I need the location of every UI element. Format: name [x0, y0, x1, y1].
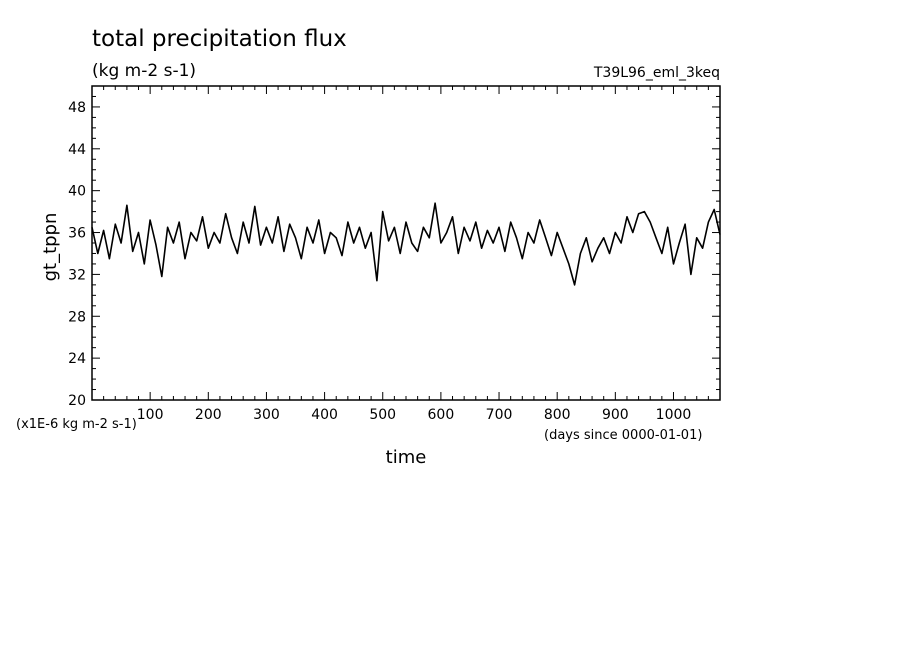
- x-axis: 100 200 300 400 500 600 700 800 900 1000: [103, 86, 721, 423]
- x-tick-label: 700: [486, 407, 513, 423]
- y-tick-label: 24: [68, 351, 86, 367]
- x-tick-label: 100: [137, 407, 164, 423]
- x-tick-label: 400: [311, 407, 338, 423]
- y-axis: 20 24 28 32 36 40 44 48: [68, 85, 720, 409]
- y-axis-label: gt_tppn: [40, 213, 61, 282]
- x-tick-label: 300: [253, 407, 280, 423]
- x-axis-label: time: [386, 447, 427, 468]
- series-line: [91, 202, 721, 286]
- x-tick-label: 200: [195, 407, 222, 423]
- chart-subtitle: (kg m-2 s-1): [92, 61, 196, 81]
- y-tick-label: 32: [68, 267, 86, 283]
- x-tick-label: 800: [544, 407, 571, 423]
- x-unit-note: (days since 0000-01-01): [544, 428, 702, 443]
- y-tick-label: 20: [68, 393, 86, 409]
- x-tick-label: 1000: [656, 407, 692, 423]
- y-tick-label: 28: [68, 309, 86, 325]
- y-tick-label: 48: [68, 100, 86, 116]
- plot-frame: [91, 85, 721, 401]
- chart-title: total precipitation flux: [92, 26, 347, 52]
- x-tick-label: 500: [369, 407, 396, 423]
- run-name-label: T39L96_eml_3keq: [593, 65, 720, 81]
- y-tick-label: 44: [68, 142, 86, 158]
- y-tick-label: 40: [68, 184, 86, 200]
- x-tick-label: 600: [428, 407, 455, 423]
- x-tick-label: 900: [602, 407, 629, 423]
- y-tick-label: 36: [68, 226, 86, 242]
- y-scale-note: (x1E-6 kg m-2 s-1): [16, 417, 137, 432]
